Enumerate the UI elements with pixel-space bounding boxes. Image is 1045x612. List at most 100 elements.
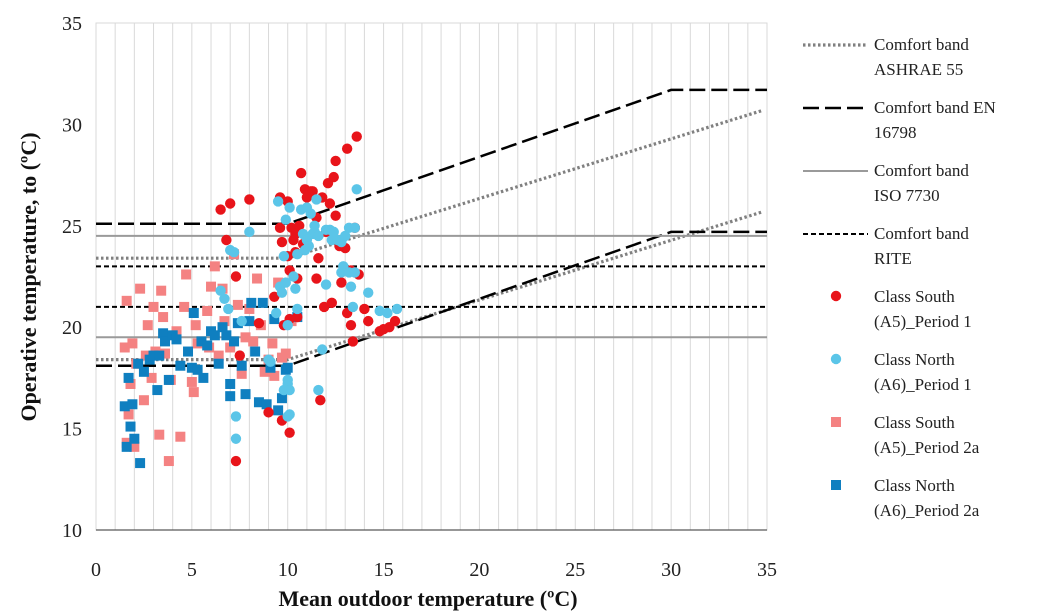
- data-point-series-3: [213, 358, 224, 369]
- data-point-series-2: [125, 378, 136, 389]
- data-point-series-3: [261, 399, 272, 410]
- legend-label: Comfort band: [874, 224, 969, 243]
- data-point-series-1: [282, 319, 293, 331]
- data-point-series-0: [274, 222, 286, 234]
- data-point-series-1: [244, 226, 255, 238]
- data-point-series-1: [320, 279, 332, 290]
- data-point-series-1: [303, 240, 315, 252]
- data-point-series-1: [391, 303, 403, 315]
- data-point-series-0: [276, 236, 288, 248]
- data-point-series-1: [311, 194, 322, 205]
- data-point-series-1: [309, 220, 320, 231]
- data-point-series-2: [252, 273, 263, 284]
- data-point-series-2: [154, 429, 165, 440]
- data-point-series-0: [328, 171, 339, 183]
- data-point-series-0: [221, 234, 232, 246]
- data-point-series-2: [179, 301, 190, 312]
- data-point-series-1: [284, 409, 295, 420]
- data-point-series-2: [190, 320, 201, 331]
- data-point-series-0: [359, 303, 370, 315]
- legend-label: (A5)_Period 2a: [874, 438, 980, 457]
- data-point-series-2: [259, 366, 270, 377]
- data-point-series-3: [119, 401, 130, 412]
- data-point-series-3: [183, 346, 194, 357]
- data-point-series-2: [175, 431, 186, 442]
- data-point-series-1: [351, 184, 362, 195]
- data-points: [119, 131, 403, 469]
- data-point-series-0: [326, 297, 338, 309]
- data-point-series-2: [121, 295, 132, 306]
- data-point-series-1: [280, 214, 291, 225]
- data-point-series-3: [265, 362, 276, 373]
- data-point-series-0: [336, 277, 347, 288]
- data-point-series-2: [146, 372, 157, 383]
- data-point-series-3: [192, 364, 203, 375]
- data-point-series-0: [307, 186, 318, 197]
- data-point-series-0: [318, 301, 330, 313]
- legend-label: Class North: [874, 476, 955, 495]
- data-point-series-1: [230, 411, 242, 422]
- data-point-series-2: [206, 281, 217, 292]
- x-tick-label: 0: [91, 559, 101, 581]
- data-point-series-0: [345, 319, 357, 331]
- data-point-series-1: [347, 301, 359, 313]
- band-line-0-lower: [96, 210, 764, 362]
- data-point-series-1: [340, 230, 351, 242]
- legend-label: 16798: [874, 123, 917, 142]
- data-point-series-3: [269, 314, 280, 325]
- data-point-series-1: [292, 248, 303, 260]
- data-point-series-2: [186, 376, 197, 387]
- data-point-series-0: [292, 311, 303, 323]
- data-point-series-2: [127, 338, 138, 349]
- x-tick-label: 35: [757, 559, 777, 581]
- data-point-series-2: [148, 301, 159, 312]
- y-tick-label: 35: [62, 13, 82, 35]
- data-point-series-1: [236, 315, 247, 327]
- data-point-series-1: [313, 230, 324, 242]
- x-tick-label: 20: [469, 559, 489, 581]
- x-tick-label: 10: [278, 559, 298, 581]
- x-tick-label: 30: [661, 559, 681, 581]
- data-point-series-1: [223, 303, 234, 315]
- data-point-series-0: [389, 315, 401, 327]
- data-point-series-3: [160, 336, 171, 347]
- data-point-series-3: [158, 328, 169, 339]
- data-point-series-0: [351, 131, 362, 142]
- plot-area-border: [95, 22, 768, 531]
- data-point-series-2: [188, 387, 199, 398]
- data-point-series-3: [125, 421, 136, 432]
- band-line-1-upper: [96, 88, 767, 226]
- data-point-series-2: [267, 338, 278, 349]
- data-point-series-1: [382, 307, 393, 319]
- data-point-series-1: [230, 433, 242, 444]
- data-point-series-0: [253, 317, 265, 329]
- data-point-series-3: [154, 350, 165, 361]
- data-point-series-3: [135, 458, 146, 469]
- data-point-series-3: [123, 372, 134, 383]
- data-point-series-3: [152, 385, 163, 396]
- y-tick-label: 30: [62, 114, 82, 136]
- data-point-series-2: [244, 303, 255, 314]
- data-point-series-3: [133, 358, 144, 369]
- data-point-series-1: [288, 271, 299, 282]
- data-point-series-2: [236, 368, 247, 379]
- data-point-series-3: [121, 441, 132, 452]
- y-tick-label: 25: [62, 216, 82, 238]
- data-point-series-3: [236, 360, 247, 371]
- data-point-series-1: [265, 356, 276, 367]
- data-point-series-0: [230, 455, 242, 467]
- data-point-series-1: [284, 202, 295, 213]
- data-point-series-2: [138, 395, 149, 406]
- legend-label: Comfort band: [874, 35, 969, 54]
- data-point-series-3: [246, 297, 257, 308]
- data-point-series-2: [232, 299, 243, 310]
- data-point-series-3: [225, 391, 236, 402]
- data-point-series-0: [263, 407, 274, 418]
- data-point-series-3: [240, 389, 251, 400]
- data-point-series-0: [230, 271, 242, 282]
- data-point-series-3: [209, 330, 220, 341]
- data-point-series-3: [188, 308, 199, 319]
- y-tick-label: 20: [62, 317, 82, 339]
- data-point-series-2: [240, 332, 251, 343]
- y-axis-title: Operative temperature, to (ºC): [16, 132, 41, 421]
